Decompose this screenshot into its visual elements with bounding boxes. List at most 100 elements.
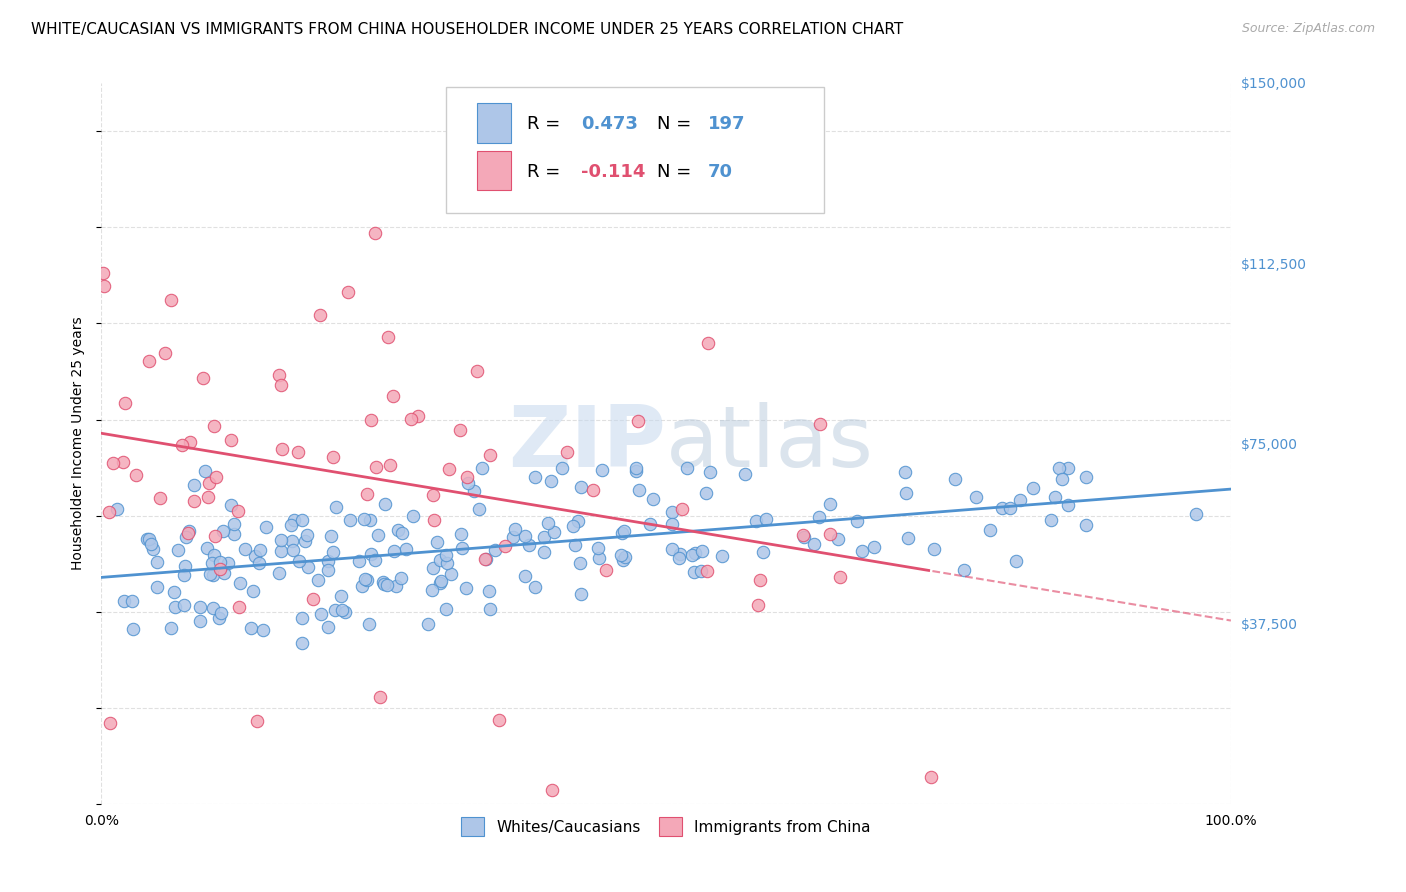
Point <box>377 330 399 344</box>
Point <box>155 346 177 360</box>
Point <box>209 607 232 621</box>
Point <box>101 457 124 471</box>
Point <box>681 548 703 562</box>
Point <box>588 550 610 565</box>
Point <box>330 602 353 616</box>
Point <box>533 530 555 544</box>
Text: WHITE/CAUCASIAN VS IMMIGRANTS FROM CHINA HOUSEHOLDER INCOME UNDER 25 YEARS CORRE: WHITE/CAUCASIAN VS IMMIGRANTS FROM CHINA… <box>31 22 903 37</box>
Point <box>291 611 314 625</box>
Point <box>364 552 387 566</box>
Point <box>612 553 634 567</box>
Point <box>696 564 718 578</box>
Point <box>690 544 713 558</box>
Point <box>381 389 404 403</box>
Point <box>188 614 211 628</box>
Point <box>228 600 250 615</box>
Point <box>734 467 756 482</box>
Point <box>494 539 516 553</box>
Point <box>1008 493 1031 508</box>
Point <box>354 572 377 586</box>
Point <box>280 518 302 533</box>
Point <box>309 308 332 322</box>
Point <box>295 528 318 542</box>
Point <box>457 475 479 490</box>
Point <box>979 523 1001 537</box>
Point <box>541 783 564 797</box>
Point <box>478 583 501 598</box>
Point <box>329 589 352 603</box>
Point <box>242 584 264 599</box>
Point <box>699 465 721 479</box>
Legend: Whites/Caucasians, Immigrants from China: Whites/Caucasians, Immigrants from China <box>454 810 879 844</box>
Text: R =: R = <box>527 115 567 133</box>
Point <box>569 587 592 601</box>
Point <box>626 464 648 478</box>
Point <box>359 513 381 527</box>
Point <box>270 442 292 457</box>
Point <box>360 413 382 427</box>
Point <box>339 513 361 527</box>
Point <box>174 530 197 544</box>
Point <box>828 569 851 583</box>
Point <box>533 545 555 559</box>
Point <box>202 549 225 563</box>
Point <box>661 541 683 556</box>
Point <box>953 563 976 577</box>
Point <box>209 555 232 569</box>
Point <box>93 278 115 293</box>
Point <box>551 460 574 475</box>
Point <box>863 540 886 554</box>
Point <box>217 556 239 570</box>
Point <box>628 483 651 497</box>
Point <box>179 434 201 449</box>
Point <box>422 513 444 527</box>
Point <box>387 523 409 537</box>
Point <box>240 621 263 635</box>
Point <box>451 541 474 556</box>
Point <box>125 467 148 482</box>
Point <box>174 559 197 574</box>
Point <box>364 226 387 240</box>
Point <box>146 580 169 594</box>
Point <box>697 336 720 351</box>
Point <box>484 543 506 558</box>
Point <box>440 567 463 582</box>
Point <box>291 513 314 527</box>
Point <box>208 611 231 625</box>
Point <box>474 552 496 566</box>
Point <box>384 578 406 592</box>
Point <box>406 409 429 424</box>
Point <box>364 459 387 474</box>
Point <box>613 524 636 539</box>
Point <box>965 490 987 504</box>
Point <box>479 601 502 615</box>
Point <box>456 470 478 484</box>
Point <box>524 470 547 484</box>
Point <box>845 514 868 528</box>
Point <box>488 713 510 727</box>
Point <box>163 584 186 599</box>
Point <box>502 530 524 544</box>
Point <box>356 487 378 501</box>
Point <box>465 364 488 378</box>
Point <box>429 574 451 588</box>
Point <box>247 556 270 570</box>
Point <box>690 564 713 578</box>
Text: 197: 197 <box>707 115 745 133</box>
Point <box>668 551 690 566</box>
Point <box>374 497 396 511</box>
Point <box>1043 490 1066 504</box>
Point <box>1005 554 1028 568</box>
Point <box>422 560 444 574</box>
Point <box>569 556 592 570</box>
Point <box>543 524 565 539</box>
Point <box>638 517 661 532</box>
Point <box>357 617 380 632</box>
Point <box>897 531 920 545</box>
Point <box>287 445 309 459</box>
Point <box>138 532 160 546</box>
Point <box>333 605 356 619</box>
FancyBboxPatch shape <box>446 87 824 213</box>
Point <box>243 549 266 563</box>
Point <box>337 285 360 299</box>
